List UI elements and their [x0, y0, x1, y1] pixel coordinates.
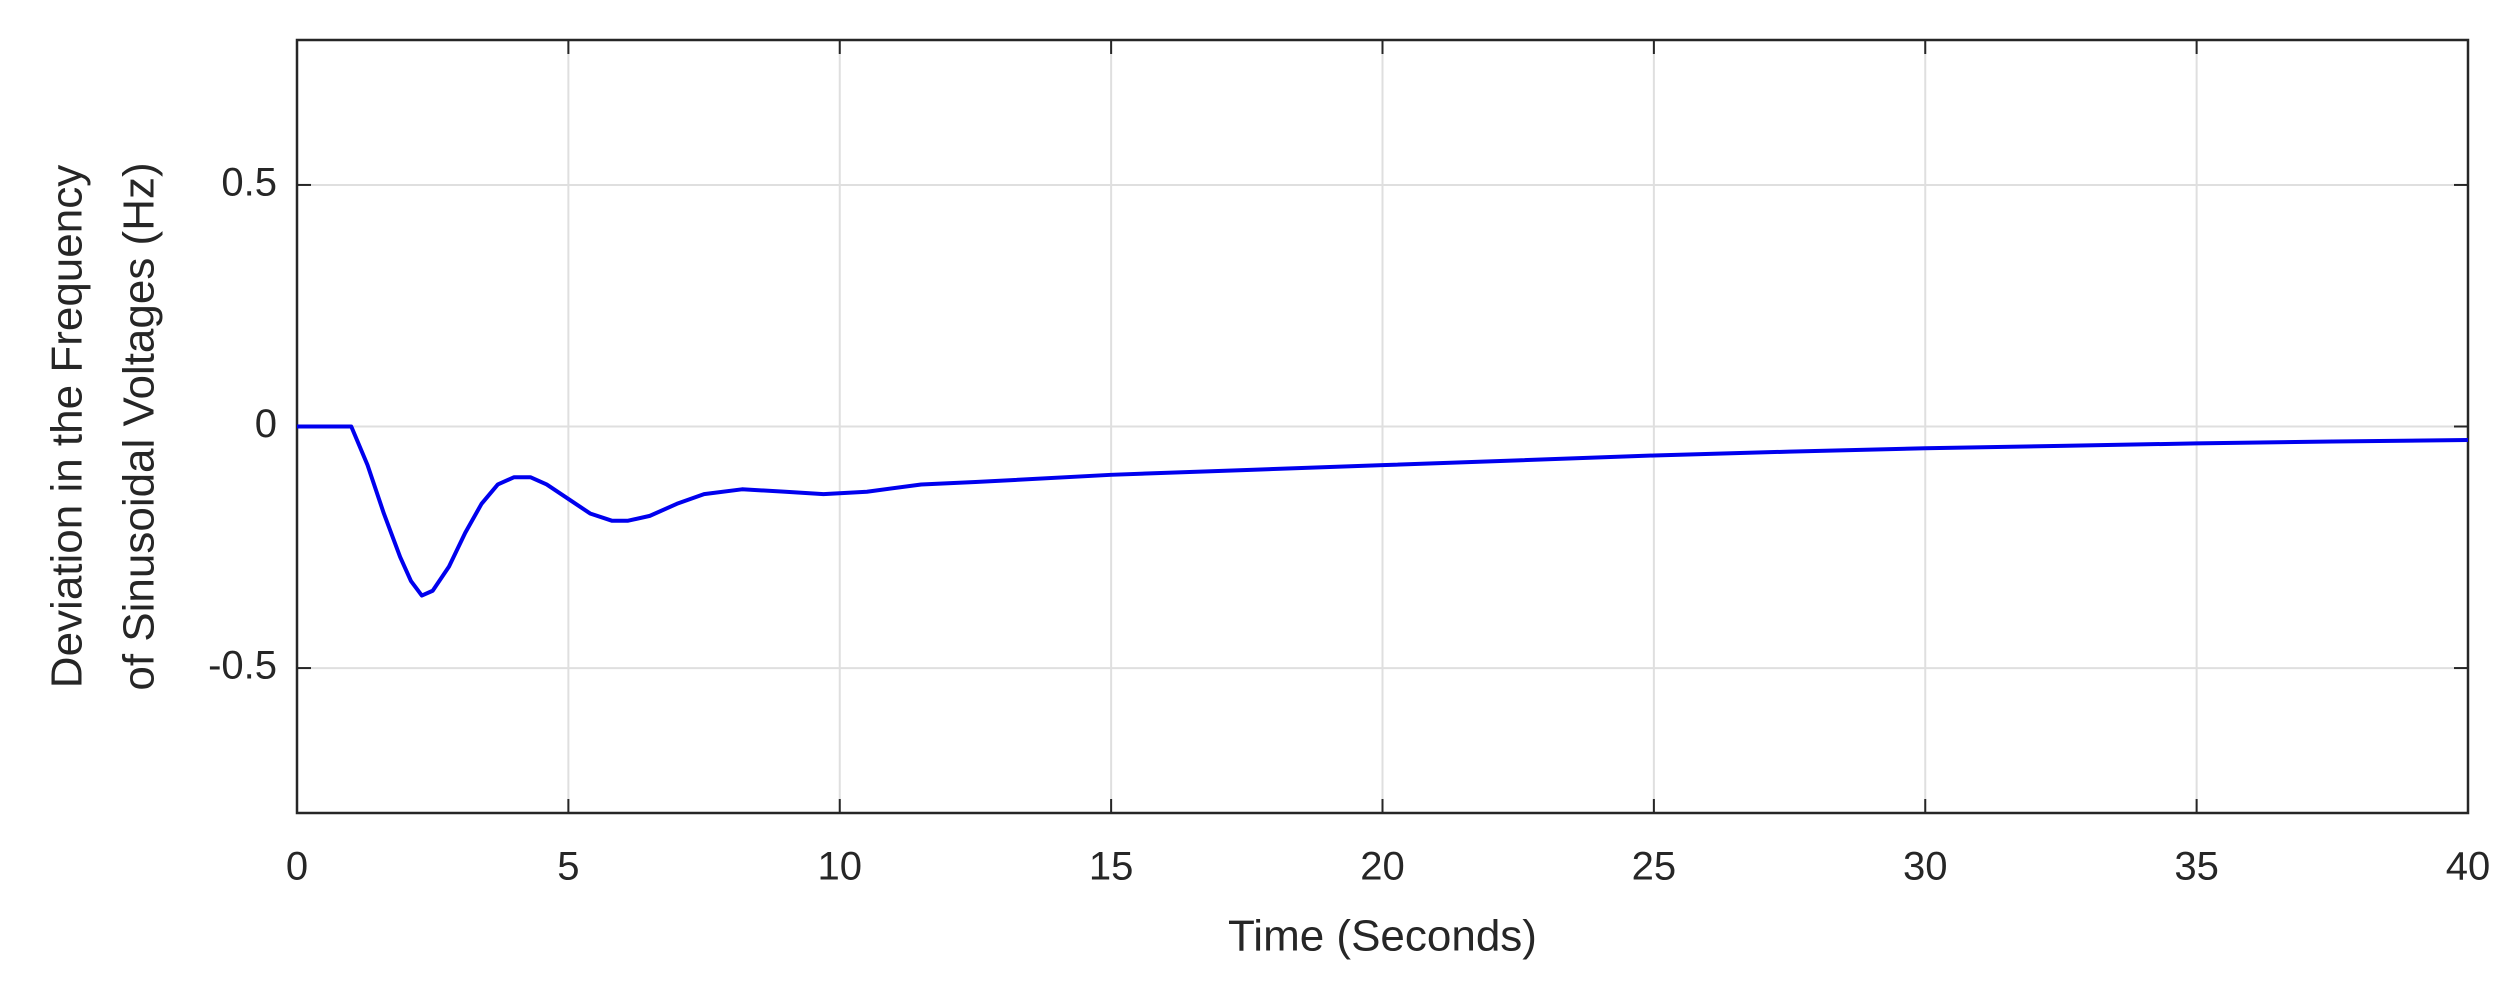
y-tick-label: -0.5 — [208, 644, 277, 688]
x-tick-label: 15 — [1089, 845, 1134, 889]
x-tick-label: 0 — [286, 845, 308, 889]
y-axis-label: of Sinusoidal Voltages (Hz) — [115, 162, 164, 690]
x-tick-label: 30 — [1903, 845, 1948, 889]
x-axis-label: Time (Seconds) — [1228, 912, 1537, 961]
y-tick-label: 0.5 — [221, 161, 277, 205]
x-tick-label: 10 — [818, 845, 863, 889]
data-line — [297, 424, 2469, 598]
x-tick-label: 20 — [1360, 845, 1405, 889]
x-tick-label: 40 — [2446, 845, 2491, 889]
y-axis-label: Deviation in the Frequency — [43, 165, 92, 688]
x-tick-label: 35 — [2174, 845, 2219, 889]
x-tick-label: 25 — [1632, 845, 1677, 889]
y-tick-label: 0 — [255, 402, 277, 446]
x-tick-label: 5 — [557, 845, 579, 889]
